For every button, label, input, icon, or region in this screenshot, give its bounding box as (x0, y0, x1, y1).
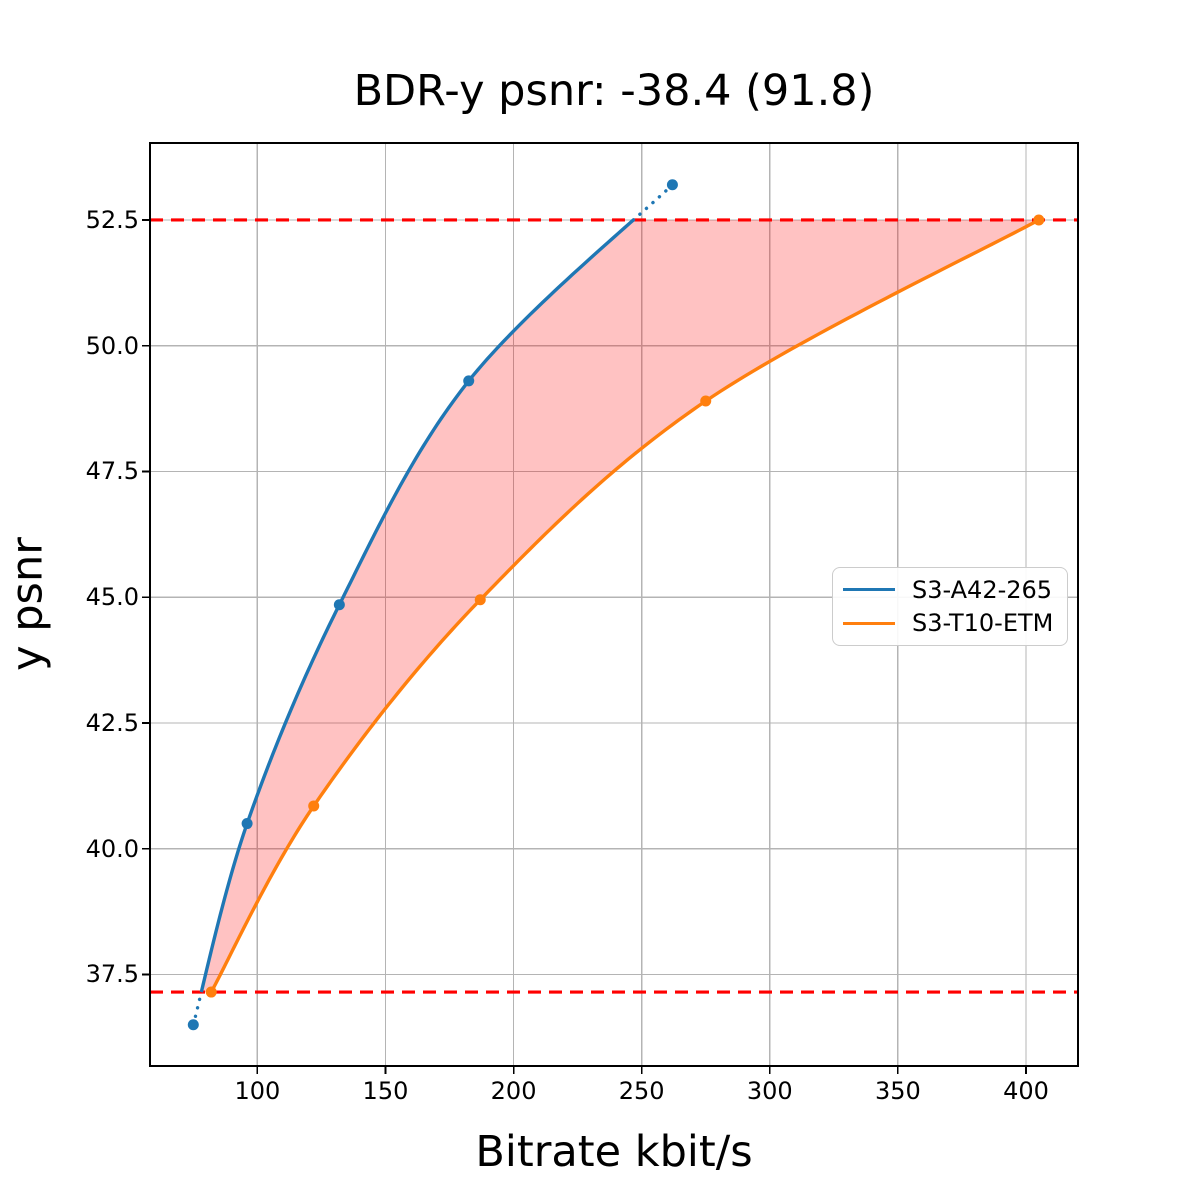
x-tick-label: 400 (1003, 1077, 1049, 1105)
legend-label: S3-A42-265 (912, 575, 1053, 604)
axes-frame (149, 142, 1079, 1067)
x-tick-label: 350 (874, 1077, 921, 1105)
data-point-marker (474, 594, 486, 606)
data-point-marker (205, 986, 217, 998)
data-point-marker (187, 1019, 199, 1031)
y-tick-label: 52.5 (85, 205, 139, 234)
legend-box: S3-A42-265 S3-T10-ETM (832, 567, 1068, 646)
legend-line-sample (843, 621, 895, 625)
data-point-marker (700, 395, 712, 407)
x-tick-label: 300 (746, 1077, 793, 1105)
y-tick-label: 42.5 (85, 708, 139, 737)
x-tick-label: 150 (362, 1077, 409, 1105)
data-point-marker (308, 800, 320, 812)
data-point-marker (241, 818, 253, 830)
legend-entry: S3-T10-ETM (843, 611, 1067, 635)
x-tick-label: 200 (490, 1077, 537, 1105)
legend-label: S3-T10-ETM (912, 609, 1054, 638)
y-tick-label: 47.5 (85, 457, 139, 486)
y-tick-label: 40.0 (85, 834, 139, 863)
series-dotted-extension (631, 183, 675, 222)
x-tick-label: 250 (618, 1077, 665, 1105)
y-tick-label: 37.5 (85, 960, 139, 989)
legend-entry: S3-A42-265 (843, 578, 1067, 602)
chart-title: BDR-y psnr: -38.4 (91.8) (353, 66, 875, 116)
data-point-marker (666, 179, 678, 191)
bdr-shaded-region (201, 219, 1039, 993)
series-dotted-extension (191, 990, 204, 1027)
x-tick-label: 100 (234, 1077, 281, 1105)
data-point-marker (333, 599, 345, 611)
legend-line-sample (843, 588, 895, 592)
y-tick-label: 50.0 (85, 331, 139, 360)
data-point-marker (463, 375, 475, 387)
data-point-marker (1033, 214, 1045, 226)
x-axis-label: Bitrate kbit/s (475, 1127, 753, 1177)
y-tick-label: 45.0 (85, 583, 139, 612)
